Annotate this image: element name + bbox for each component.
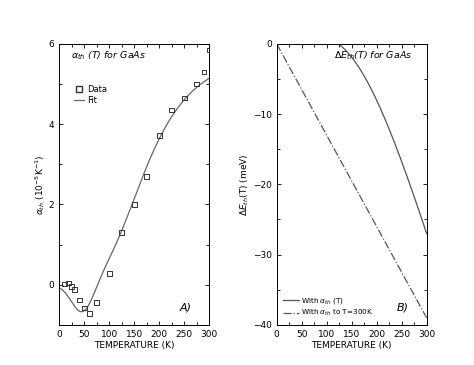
Legend: Data, Fit: Data, Fit: [71, 82, 110, 108]
Point: [143, 173, 151, 179]
Text: $\Delta E_{th}$(T) for GaAs: $\Delta E_{th}$(T) for GaAs: [334, 49, 412, 62]
Point: [81, 305, 88, 311]
Point: [93, 300, 100, 306]
Point: [193, 81, 201, 87]
Legend: With $\alpha_{th}$ (T), With $\alpha_{th}$ to T=300K: With $\alpha_{th}$ (T), With $\alpha_{th…: [280, 293, 376, 321]
Point: [105, 270, 113, 276]
Point: [68, 284, 75, 290]
Point: [64, 280, 72, 286]
X-axis label: TEMPERATURE (K): TEMPERATURE (K): [311, 342, 392, 350]
Y-axis label: $\alpha_{th}$ (10$^{-5}$K$^{-1}$): $\alpha_{th}$ (10$^{-5}$K$^{-1}$): [33, 154, 47, 215]
Point: [201, 69, 208, 75]
Point: [181, 95, 188, 101]
Text: A): A): [179, 303, 191, 313]
Point: [61, 281, 68, 287]
X-axis label: TEMPERATURE (K): TEMPERATURE (K): [94, 342, 174, 350]
Text: $\alpha_{th}$ (T) for GaAs: $\alpha_{th}$ (T) for GaAs: [71, 49, 146, 62]
Text: B): B): [397, 303, 409, 313]
Point: [118, 230, 126, 235]
Point: [130, 201, 138, 207]
Point: [71, 287, 78, 292]
Point: [85, 311, 93, 316]
Point: [75, 297, 83, 303]
Point: [155, 132, 163, 138]
Point: [168, 107, 175, 113]
Point: [205, 47, 213, 53]
Y-axis label: $\Delta E_{th}$(T) (meV): $\Delta E_{th}$(T) (meV): [239, 153, 251, 216]
